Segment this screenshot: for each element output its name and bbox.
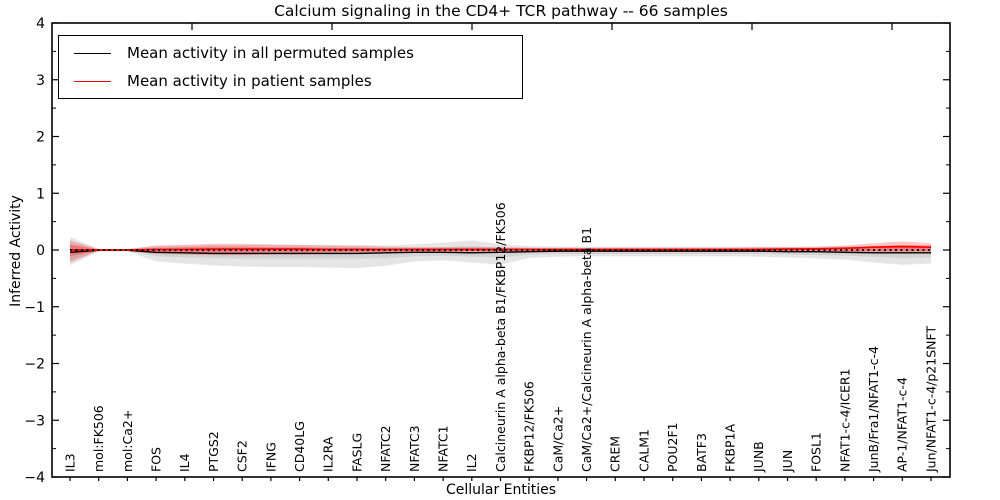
y-tick-label: −3 (24, 413, 45, 429)
x-tick-label: AP-1/NFAT1-c-4 (895, 377, 910, 472)
y-tick-label: 4 (36, 16, 45, 32)
x-tick-label: CALM1 (636, 429, 651, 472)
x-tick-label: IL4 (177, 453, 192, 472)
x-tick-label: CREM (608, 436, 623, 472)
x-tick-label: IL2 (464, 453, 479, 472)
x-tick-label: JUNB (751, 441, 766, 473)
x-tick-label: CD40LG (292, 421, 307, 472)
y-tick-label: 0 (36, 243, 45, 259)
x-tick-label: NFAT1-c-4/ICER1 (837, 368, 852, 472)
x-tick-label: JUN (780, 450, 795, 473)
legend-line-permuted (74, 52, 111, 54)
legend: Mean activity in all permuted samples Me… (58, 35, 523, 99)
x-tick-label: CSF2 (235, 440, 250, 472)
x-tick-label: CaM/Ca2+/Calcineurin A alpha-beta B1 (579, 227, 594, 472)
x-tick-label: NFATC2 (378, 425, 393, 472)
x-tick-label: IFNG (263, 442, 278, 472)
x-tick-label: Jun/NFAT1-c-4/p21SNFT (923, 326, 938, 473)
patient-band-outer (70, 240, 931, 263)
x-tick-label: BATF3 (694, 433, 709, 472)
legend-item-patient: Mean activity in patient samples (59, 67, 522, 95)
x-tick-label: CaM/Ca2+ (550, 406, 565, 472)
y-tick-label: 1 (36, 186, 45, 202)
x-tick-label: NFATC1 (435, 425, 450, 472)
y-tick-label: 3 (36, 73, 45, 89)
x-tick-label: mol:FK506 (91, 405, 106, 472)
x-tick-label: FKBP1A (722, 424, 737, 472)
permuted-mean-line (69, 249, 931, 255)
x-tick-label: FASLG (349, 433, 364, 472)
x-tick-label: FKBP12/FK506 (522, 381, 537, 472)
legend-line-patient (74, 80, 111, 82)
chart-title: Calcium signaling in the CD4+ TCR pathwa… (274, 2, 728, 20)
x-tick-label: POU2F1 (665, 422, 680, 472)
x-tick-label: FOSL1 (809, 432, 824, 472)
legend-label-permuted: Mean activity in all permuted samples (127, 44, 414, 62)
x-tick-label: FOS (148, 447, 163, 472)
y-tick-label: 2 (36, 130, 45, 146)
y-tick-label: −4 (24, 470, 45, 486)
x-tick-label: IL2RA (321, 436, 336, 472)
x-tick-label: IL3 (62, 453, 77, 472)
x-tick-label: PTGS2 (206, 431, 221, 472)
x-tick-label: mol:Ca2+ (120, 410, 135, 472)
x-tick-label: NFATC3 (407, 425, 422, 472)
x-tick-label: Calcineurin A alpha-beta B1/FKBP12/FK506 (493, 202, 508, 472)
x-axis-label: Cellular Entities (445, 482, 557, 498)
x-tick-label: JunB/Fra1/NFAT1-c-4 (866, 346, 881, 473)
legend-item-permuted: Mean activity in all permuted samples (59, 39, 522, 67)
y-tick-label: −1 (24, 300, 45, 316)
y-tick-label: −2 (24, 357, 45, 373)
legend-label-patient: Mean activity in patient samples (127, 72, 372, 90)
